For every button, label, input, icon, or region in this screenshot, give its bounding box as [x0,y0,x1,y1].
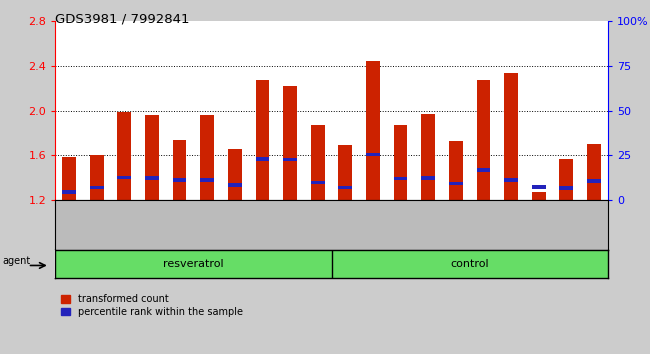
Bar [311,125,324,200]
Bar [145,115,159,200]
Bar [90,155,103,200]
Bar [532,192,545,200]
Bar [228,149,242,200]
Bar [476,80,490,200]
Bar [339,186,352,189]
Bar [587,179,601,183]
Bar [339,145,352,200]
Bar [366,153,380,156]
Bar [118,176,131,179]
Bar [173,140,187,200]
Bar [394,177,408,181]
Bar [283,158,297,161]
Bar [421,114,435,200]
Bar [255,157,269,161]
Bar [421,176,435,180]
Legend: transformed count, percentile rank within the sample: transformed count, percentile rank withi… [60,293,244,318]
Bar [504,73,518,200]
Bar [311,181,324,184]
Bar [200,178,214,182]
Text: control: control [450,259,489,269]
Bar [200,115,214,200]
Bar [504,178,518,182]
Bar [173,178,187,182]
Bar [283,86,297,200]
Bar [532,185,545,189]
Bar [560,159,573,200]
Bar [476,169,490,172]
Bar [560,186,573,190]
Text: agent: agent [3,256,31,266]
Bar [62,157,76,200]
Bar [90,186,103,189]
Bar [145,176,159,180]
Bar [228,183,242,187]
Bar [587,144,601,200]
Bar [449,182,463,185]
Bar [394,125,408,200]
Bar [449,141,463,200]
Bar [255,80,269,200]
Bar [366,62,380,200]
Text: GDS3981 / 7992841: GDS3981 / 7992841 [55,12,190,25]
Text: resveratrol: resveratrol [163,259,224,269]
Bar [118,112,131,200]
Bar [62,190,76,194]
